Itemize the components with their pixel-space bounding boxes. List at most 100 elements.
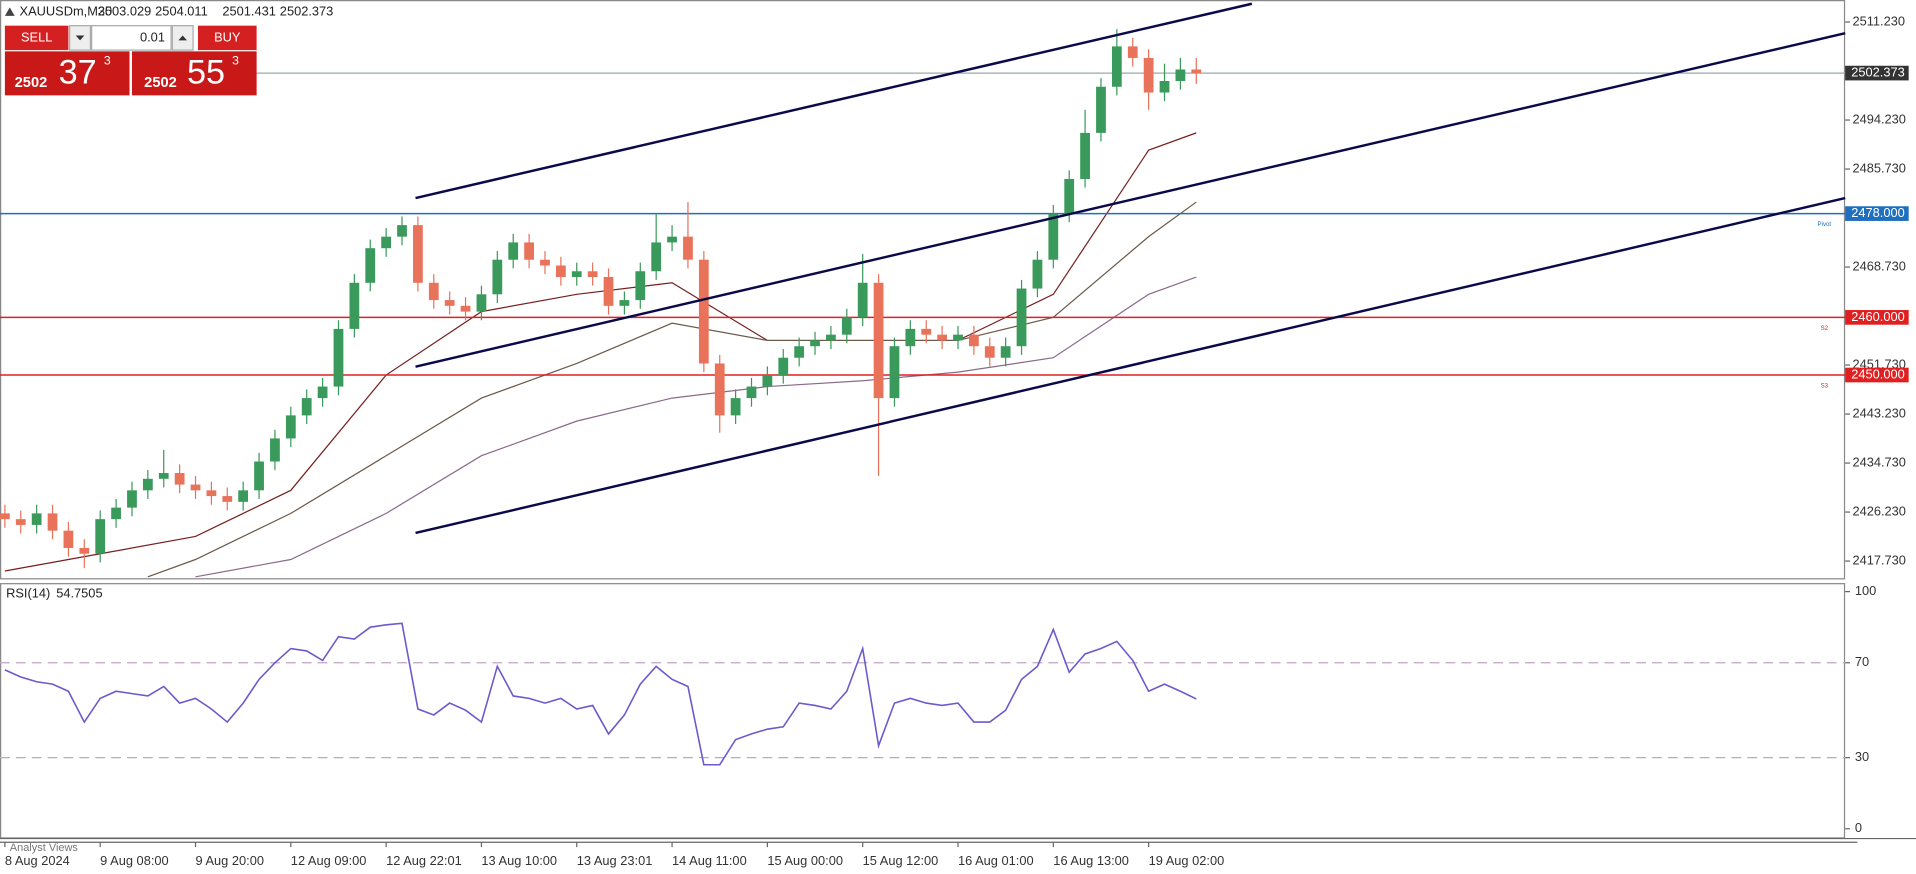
candle-body xyxy=(254,461,264,491)
sell-label: SELL xyxy=(21,29,52,44)
candle-body xyxy=(635,271,646,301)
rsi-line xyxy=(4,622,1197,766)
candle-body xyxy=(937,334,948,341)
candle-body xyxy=(587,271,598,278)
sell-price-sup: 3 xyxy=(104,53,111,67)
candle-body xyxy=(1080,132,1090,180)
candle-body xyxy=(1111,46,1122,87)
candle-body xyxy=(397,225,407,237)
candle-body xyxy=(762,375,773,387)
candle-body xyxy=(603,277,614,306)
candle-body xyxy=(683,236,693,260)
candle-body xyxy=(555,265,566,278)
level-price-box xyxy=(1845,310,1909,325)
rsi-title: RSI(14) xyxy=(6,585,50,600)
down-arrow xyxy=(75,35,85,41)
level-name: S2 xyxy=(1821,325,1829,332)
ohlc-low: 2501.431 xyxy=(222,4,276,19)
candle-body xyxy=(714,363,725,416)
x-tick-label: 9 Aug 08:00 xyxy=(100,853,168,868)
candle-body xyxy=(190,484,201,491)
volume-input[interactable] xyxy=(91,25,172,51)
x-tick-label: 14 Aug 11:00 xyxy=(672,853,747,868)
candle-body xyxy=(921,328,932,335)
candle-body xyxy=(1048,213,1059,260)
candle-body xyxy=(984,346,995,358)
candle-body xyxy=(540,259,550,266)
x-tick-label: 12 Aug 09:00 xyxy=(291,853,367,868)
x-tick-label: 8 Aug 2024 xyxy=(5,853,70,868)
trendline xyxy=(415,2,1253,200)
x-tick-label: 9 Aug 20:00 xyxy=(196,853,264,868)
level-name: S3 xyxy=(1821,383,1829,390)
candle-body xyxy=(857,282,868,318)
candle-body xyxy=(953,334,963,341)
level-name: Pivot xyxy=(1818,221,1832,228)
candle-body xyxy=(333,328,344,387)
candle-body xyxy=(206,490,217,497)
candle-body xyxy=(127,490,137,508)
level-price-label: 2450.000 xyxy=(1851,366,1905,381)
candle-body xyxy=(95,519,106,554)
candle-body xyxy=(873,282,884,399)
candle-body xyxy=(142,478,153,491)
price-panel xyxy=(0,0,1846,580)
candle-body xyxy=(1096,86,1106,133)
candle-body xyxy=(301,398,312,416)
x-tick-label: 15 Aug 12:00 xyxy=(863,853,939,868)
y-tick-label: 2434.730 xyxy=(1852,454,1906,469)
candle-body xyxy=(15,519,26,525)
candle-body xyxy=(317,386,328,399)
candle-body xyxy=(667,236,677,243)
candle-body xyxy=(571,271,582,278)
candle-body xyxy=(270,438,280,462)
candle-body xyxy=(460,305,471,312)
buy-price-sup: 3 xyxy=(232,53,239,67)
buy-button[interactable] xyxy=(197,25,257,51)
candle-body xyxy=(905,328,916,347)
candle-body xyxy=(651,242,662,272)
candle-body xyxy=(889,346,900,399)
candle-body xyxy=(222,496,233,502)
sell-price-pips: 37 xyxy=(59,54,97,92)
candle-body xyxy=(619,300,630,306)
candle-body xyxy=(349,282,360,329)
candle-body xyxy=(1191,69,1202,74)
buy-price-box[interactable] xyxy=(131,51,257,96)
y-tick-label: 2426.230 xyxy=(1852,503,1906,518)
candle-body xyxy=(1127,46,1138,58)
trendline xyxy=(415,31,1846,368)
ohlc-close: 2502.373 xyxy=(280,4,334,19)
candle-body xyxy=(0,513,10,520)
sell-price-box[interactable] xyxy=(4,51,130,96)
volume-value: 0.01 xyxy=(140,29,165,44)
x-tick-label: 15 Aug 00:00 xyxy=(767,853,843,868)
candle-body xyxy=(238,490,249,502)
y-tick-label: 2468.730 xyxy=(1852,258,1906,273)
y-tick-label: 30 xyxy=(1855,749,1869,764)
candle-body xyxy=(47,513,58,531)
y-tick-label: 2511.230 xyxy=(1852,13,1905,28)
y-tick-label: 2443.230 xyxy=(1852,405,1906,420)
buy-price-big: 2502 xyxy=(144,75,177,91)
candle-body xyxy=(428,282,439,301)
sell-button[interactable] xyxy=(4,25,69,51)
sell-price-big: 2502 xyxy=(15,75,48,91)
candle-body xyxy=(810,340,820,347)
analyst-views-tab[interactable]: Analyst Views xyxy=(10,842,79,854)
candle-body xyxy=(444,300,455,306)
candle-body xyxy=(413,225,423,283)
candle-body xyxy=(1159,81,1170,93)
x-tick-label: 16 Aug 01:00 xyxy=(958,853,1034,868)
candle-body xyxy=(1064,179,1075,214)
collapse-icon[interactable] xyxy=(4,7,15,16)
y-tick-label: 100 xyxy=(1855,583,1876,598)
rsi-current: 54.7505 xyxy=(56,585,102,600)
candle-body xyxy=(508,242,519,260)
y-tick-label: 2485.730 xyxy=(1852,160,1906,175)
candle-body xyxy=(841,317,852,335)
candle-body xyxy=(79,547,90,554)
x-tick-label: 12 Aug 22:01 xyxy=(386,853,462,868)
buy-label: BUY xyxy=(214,29,241,44)
